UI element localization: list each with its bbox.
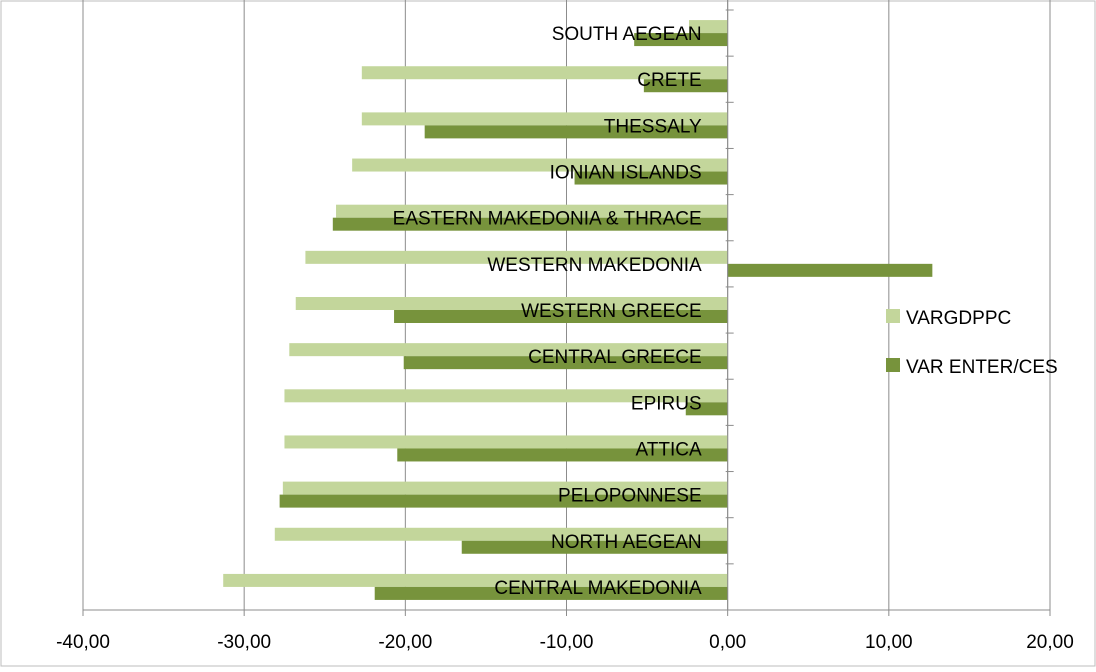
category-label: EASTERN MAKEDONIA & THRACE bbox=[393, 209, 702, 230]
x-tick-label: 20,00 bbox=[1026, 632, 1074, 653]
bar-vargdppc bbox=[361, 66, 728, 80]
bar-var-enter-ces bbox=[279, 494, 728, 508]
category-label: IONIAN ISLANDS bbox=[550, 163, 702, 184]
legend-label: VAR ENTER/CES bbox=[906, 357, 1058, 378]
bar-var-enter-ces bbox=[574, 171, 728, 185]
bar-vargdppc bbox=[223, 573, 728, 587]
x-tick-label: -20,00 bbox=[378, 632, 432, 653]
bar-var-enter-ces bbox=[727, 263, 933, 277]
category-label: ATTICA bbox=[636, 439, 702, 460]
bar-vargdppc bbox=[688, 20, 728, 34]
bar-vargdppc bbox=[336, 204, 728, 218]
bar-vargdppc bbox=[295, 297, 728, 310]
x-tick-label: 10,00 bbox=[865, 632, 913, 653]
bar-vargdppc bbox=[274, 527, 728, 541]
legend-swatch bbox=[886, 309, 900, 323]
x-tick-label: -30,00 bbox=[217, 632, 271, 653]
bar-var-enter-ces bbox=[374, 586, 728, 600]
bar-var-enter-ces bbox=[397, 448, 728, 462]
category-label: CENTRAL GREECE bbox=[528, 347, 702, 368]
bar-var-enter-ces bbox=[634, 33, 728, 47]
category-label: NORTH AEGEAN bbox=[551, 532, 702, 553]
category-label: SOUTH AEGEAN bbox=[552, 24, 702, 45]
x-tick-label: -40,00 bbox=[56, 632, 110, 653]
bar-var-enter-ces bbox=[403, 356, 728, 370]
bar-vargdppc bbox=[289, 343, 728, 357]
x-tick-label: 0,00 bbox=[709, 632, 746, 653]
bar-vargdppc bbox=[305, 250, 728, 264]
category-label: EPIRUS bbox=[631, 393, 702, 414]
bar-var-enter-ces bbox=[643, 79, 728, 93]
bar-var-enter-ces bbox=[424, 125, 728, 139]
legend-swatch bbox=[886, 358, 900, 372]
bar-vargdppc bbox=[284, 435, 728, 449]
bars bbox=[223, 20, 933, 600]
value-axis: -40,00 -30,00 -20,00 -10,00 0,00 10,00 20,00 bbox=[56, 0, 1074, 653]
category-label: PELOPONNESE bbox=[558, 486, 702, 507]
bar-vargdppc bbox=[352, 158, 728, 172]
category-label: CRETE bbox=[637, 70, 701, 91]
bar-vargdppc bbox=[284, 389, 728, 403]
category-label: CENTRAL MAKEDONIA bbox=[494, 578, 702, 599]
bar-var-enter-ces bbox=[461, 540, 728, 554]
bar-var-enter-ces bbox=[685, 402, 728, 416]
category-label: WESTERN MAKEDONIA bbox=[487, 255, 702, 276]
bar-vargdppc bbox=[282, 481, 728, 495]
bar-var-enter-ces bbox=[394, 310, 728, 323]
category-label: WESTERN GREECE bbox=[521, 301, 702, 322]
bar-var-enter-ces bbox=[332, 217, 728, 231]
category-labels: SOUTH AEGEAN CRETE THESSALY IONIAN ISLANDS E… bbox=[393, 24, 702, 599]
legend-label: VARGDPPC bbox=[906, 308, 1011, 329]
bar-vargdppc bbox=[361, 112, 728, 126]
category-label: THESSALY bbox=[604, 116, 702, 137]
x-tick-label: -10,00 bbox=[540, 632, 594, 653]
legend: VARGDPPC VAR ENTER/CES bbox=[886, 308, 1058, 378]
